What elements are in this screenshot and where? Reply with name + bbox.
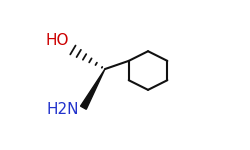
Text: HO: HO bbox=[46, 33, 69, 48]
Text: H2N: H2N bbox=[46, 102, 79, 117]
Polygon shape bbox=[80, 69, 105, 109]
